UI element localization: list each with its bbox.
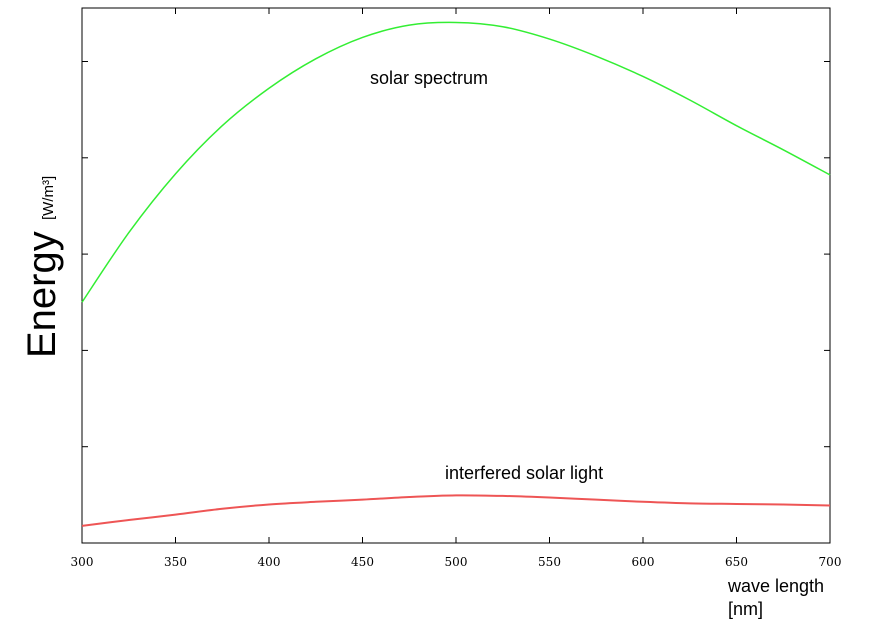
x-tick-label: 450 [351,555,374,569]
y-axis-unit: [W/m³] [40,176,57,220]
x-tick-label: 500 [445,555,468,569]
series-label-solar-spectrum: solar spectrum [370,68,488,88]
x-tick-label: 350 [164,555,187,569]
series-line-solar-spectrum [81,21,831,303]
x-tick-label: 550 [538,555,561,569]
x-tick-label: 700 [819,555,842,569]
series-line-interfered-solar-light [81,494,831,527]
x-tick-label: 600 [632,555,655,569]
series-lines [81,21,831,527]
x-tick-label: 400 [258,555,281,569]
x-axis-unit: [nm] [728,599,763,619]
series-label-interfered-solar-light: interfered solar light [445,463,603,483]
y-axis-label: Energy [20,231,64,358]
axis-ticks [81,8,831,544]
x-axis-label: wave length [727,576,824,596]
x-tick-label: 650 [725,555,748,569]
x-tick-label: 300 [71,555,94,569]
x-tick-labels: 300 350 400 450 500 550 600 650 700 [71,555,842,569]
y-axis-label-group: Energy [W/m³] [20,176,64,358]
